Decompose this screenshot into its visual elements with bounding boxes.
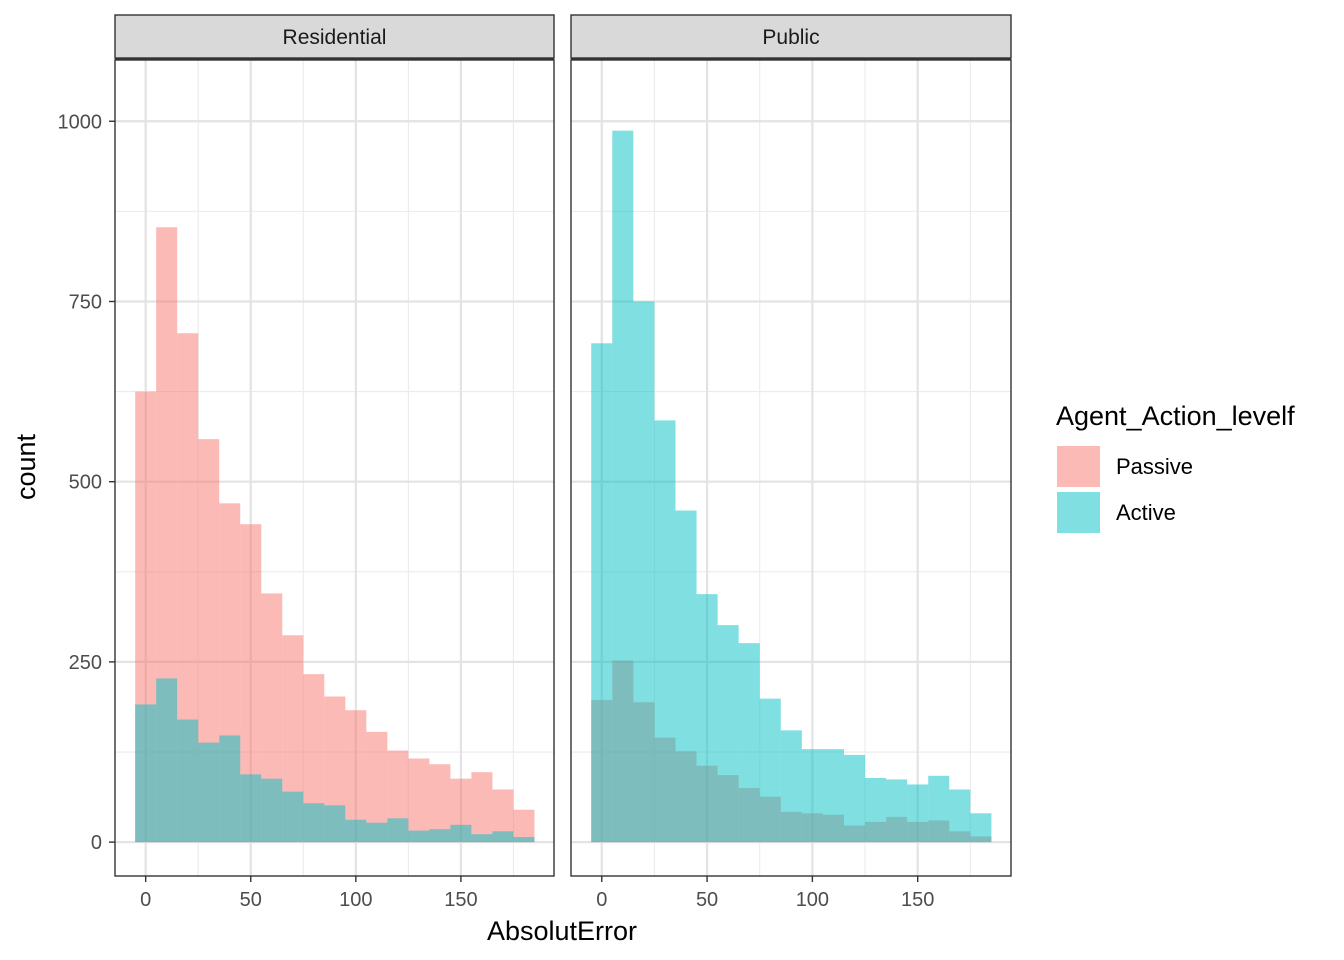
histogram-bar bbox=[408, 758, 430, 843]
histogram-bar bbox=[219, 735, 241, 843]
histogram-bar bbox=[633, 301, 655, 843]
histogram-bar bbox=[949, 789, 971, 843]
histogram-bar bbox=[177, 333, 199, 843]
histogram-bar bbox=[717, 625, 739, 843]
histogram-bar bbox=[492, 831, 514, 843]
x-tick-label: 150 bbox=[444, 889, 477, 911]
x-tick-label: 100 bbox=[339, 889, 372, 911]
histogram-bar bbox=[471, 772, 493, 843]
histogram-bar bbox=[387, 818, 409, 843]
x-tick-label: 50 bbox=[240, 889, 262, 911]
legend-title: Agent_Action_levelf bbox=[1056, 401, 1295, 431]
x-tick-label: 150 bbox=[901, 889, 934, 911]
histogram-bar bbox=[156, 678, 178, 843]
x-tick-label: 0 bbox=[140, 889, 151, 911]
histogram-bar bbox=[928, 775, 950, 843]
histogram-bar bbox=[303, 803, 325, 843]
histogram-bar bbox=[801, 749, 823, 843]
histogram-bar bbox=[429, 764, 451, 843]
histogram-bar bbox=[240, 774, 262, 843]
histogram-bar bbox=[261, 778, 283, 843]
histogram-bar bbox=[345, 819, 367, 843]
histogram-bar bbox=[907, 784, 929, 843]
legend-key-passive bbox=[1057, 446, 1100, 487]
series-active bbox=[591, 130, 992, 843]
y-axis-title: count bbox=[11, 433, 41, 500]
histogram-bar bbox=[654, 420, 676, 843]
histogram-bar bbox=[675, 510, 697, 843]
panel-public: Public bbox=[570, 14, 1012, 877]
strip-label: Public bbox=[762, 26, 819, 49]
histogram-bar bbox=[282, 635, 304, 843]
histogram-bar bbox=[738, 643, 760, 843]
y-tick-label: 750 bbox=[69, 291, 102, 313]
histogram-bar bbox=[282, 791, 304, 843]
y-tick-label: 500 bbox=[69, 472, 102, 494]
histogram-bar bbox=[970, 813, 992, 843]
panel-residential: Residential bbox=[114, 14, 555, 877]
histogram-bar bbox=[612, 130, 634, 843]
y-tick-label: 1000 bbox=[58, 111, 103, 133]
x-tick-label: 50 bbox=[696, 889, 718, 911]
histogram-bar bbox=[198, 439, 220, 843]
histogram-bar bbox=[303, 674, 325, 843]
series-active bbox=[135, 678, 535, 843]
histogram-bar bbox=[759, 698, 781, 843]
legend: Agent_Action_levelf Passive Active bbox=[1056, 401, 1295, 533]
legend-label-active: Active bbox=[1116, 500, 1176, 525]
histogram-bar bbox=[591, 343, 613, 843]
x-tick-label: 100 bbox=[796, 889, 829, 911]
histogram-bar bbox=[513, 809, 535, 843]
histogram-bar bbox=[492, 789, 514, 843]
histogram-bar bbox=[324, 805, 346, 843]
histogram-bar bbox=[513, 837, 535, 843]
histogram-bar bbox=[471, 834, 493, 843]
histogram-bar bbox=[366, 822, 388, 843]
histogram-bar bbox=[198, 742, 220, 843]
histogram-bar bbox=[696, 594, 718, 843]
x-axis-title: AbsolutError bbox=[487, 916, 637, 946]
histogram-bar bbox=[345, 710, 367, 843]
strip-label: Residential bbox=[283, 26, 387, 49]
axes: 0 50 100 150 0 50 100 150 0 250 500 750 1000 bbox=[58, 111, 935, 911]
histogram-bar bbox=[240, 524, 262, 843]
legend-key-active bbox=[1057, 492, 1100, 533]
histogram-bar bbox=[822, 749, 844, 843]
y-tick-label: 250 bbox=[69, 652, 102, 674]
histogram-bar bbox=[780, 730, 802, 843]
histogram-bar bbox=[450, 824, 472, 843]
histogram-bar bbox=[366, 731, 388, 843]
y-tick-label: 0 bbox=[91, 832, 102, 854]
legend-label-passive: Passive bbox=[1116, 454, 1193, 479]
histogram-bar bbox=[135, 704, 157, 843]
histogram-bar bbox=[886, 779, 908, 843]
histogram-bar bbox=[843, 754, 866, 843]
histogram-bar bbox=[429, 829, 451, 843]
histogram-bar bbox=[177, 719, 199, 843]
x-tick-label: 0 bbox=[596, 889, 607, 911]
histogram-bar bbox=[408, 830, 430, 843]
panels: Residential Public bbox=[114, 14, 1012, 877]
histogram-bar bbox=[865, 777, 887, 843]
